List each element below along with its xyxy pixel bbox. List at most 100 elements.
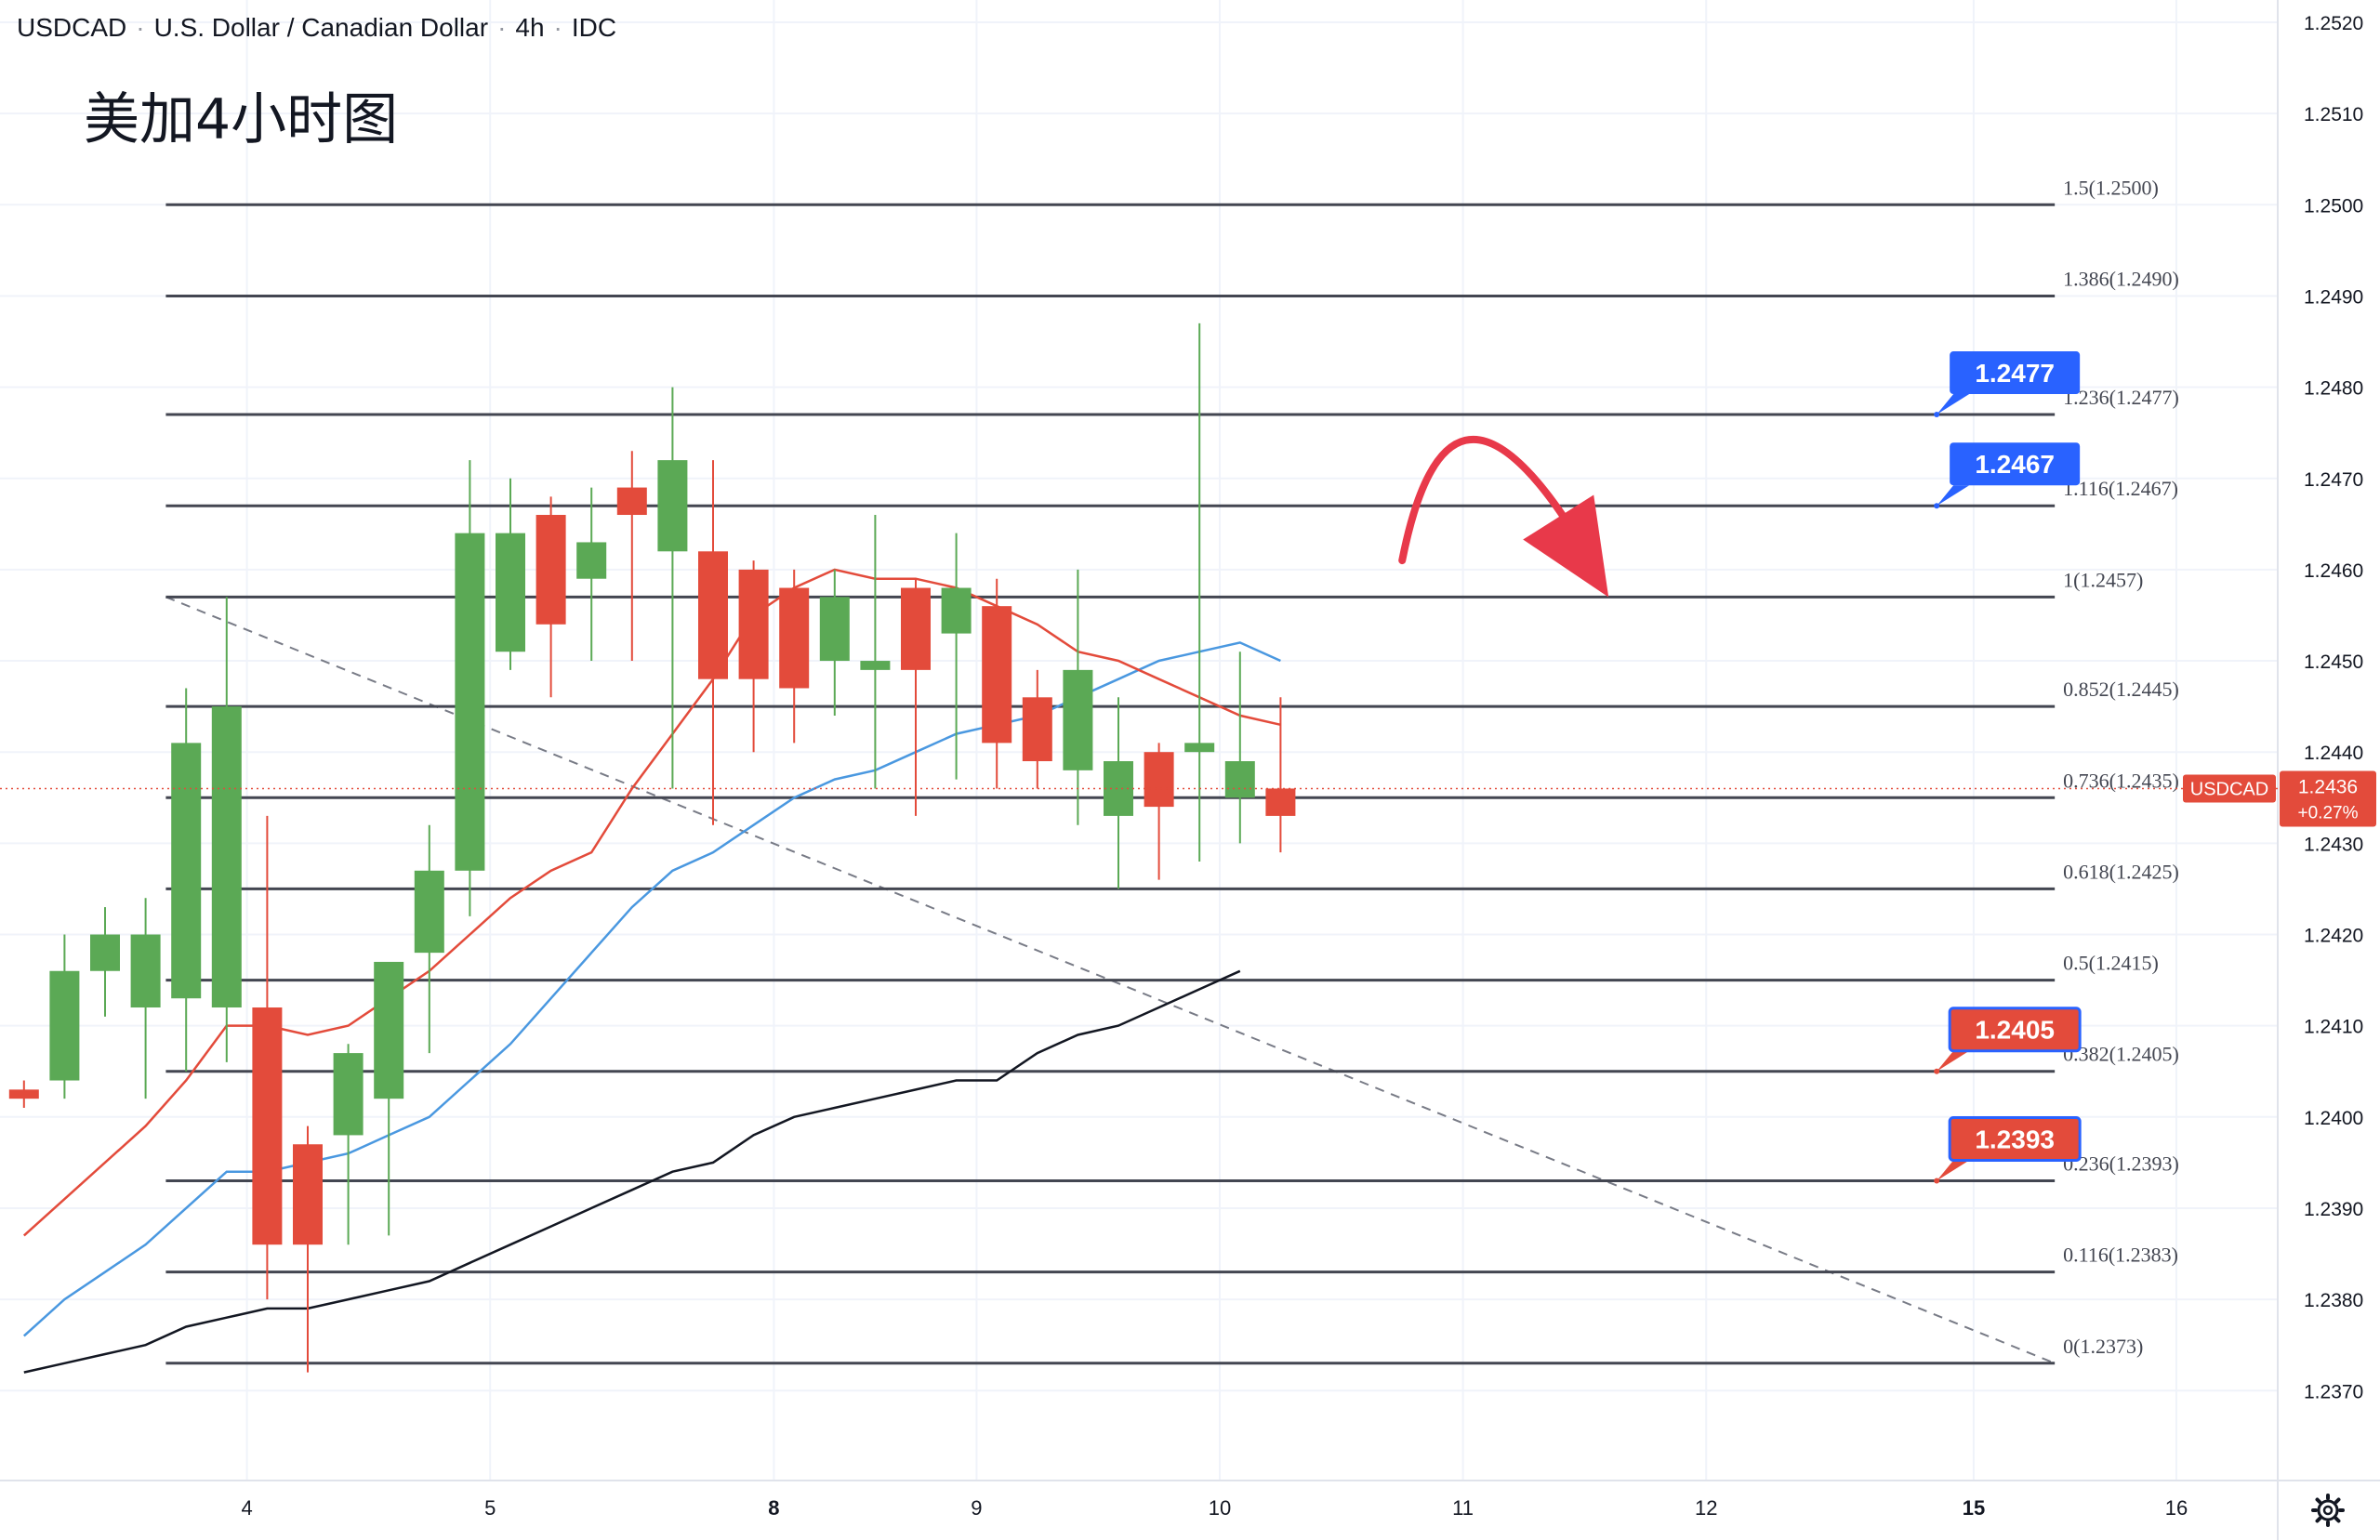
data-source: IDC	[571, 13, 617, 42]
fib-label: 0.382(1.2405)	[2063, 1043, 2179, 1066]
callout-pointer	[1937, 1160, 1970, 1181]
candle	[414, 824, 444, 1054]
candle	[1265, 697, 1296, 853]
candle	[698, 460, 728, 825]
candle	[536, 496, 566, 698]
gear-icon[interactable]	[2311, 1494, 2345, 1527]
candle-body	[698, 551, 728, 679]
candle	[576, 487, 607, 662]
instrument-name: U.S. Dollar / Canadian Dollar	[153, 13, 489, 42]
callout-label: 1.2393	[1975, 1125, 2055, 1154]
callout-box	[1948, 1007, 2082, 1053]
time-tick-label: 9	[971, 1496, 982, 1520]
candle	[657, 387, 688, 789]
time-axis[interactable]: 4 5 8 9 10 11 12 15 16	[241, 1496, 2188, 1520]
candle-body	[171, 743, 202, 999]
interval-label[interactable]: 4h	[515, 13, 545, 42]
candle-body	[8, 1089, 39, 1099]
price-tag-value: 1.2436	[2298, 776, 2358, 797]
callout-label: 1.2405	[1975, 1016, 2055, 1045]
price-tick-label: 1.2380	[2304, 1290, 2363, 1311]
candle-body	[657, 460, 688, 552]
candle-body	[374, 961, 404, 1099]
fib-label: 0.852(1.2445)	[2063, 678, 2179, 701]
fib-label: 1.236(1.2477)	[2063, 386, 2179, 409]
candle-body	[496, 533, 525, 652]
candle-body	[211, 706, 242, 1008]
price-tick-label: 1.2430	[2304, 834, 2363, 855]
time-tick-label: 4	[241, 1496, 252, 1520]
price-tick-label: 1.2510	[2304, 104, 2363, 125]
candle	[1104, 697, 1133, 889]
candle	[982, 578, 1012, 789]
candle	[616, 451, 647, 662]
price-tick-label: 1.2470	[2304, 469, 2363, 491]
candle	[1022, 669, 1052, 789]
symbol-tag-label: USDCAD	[2190, 779, 2268, 799]
fib-label: 1(1.2457)	[2063, 568, 2143, 591]
price-callout[interactable]: 1.2477	[1934, 351, 2081, 418]
candle-body	[901, 587, 931, 670]
price-tick-label: 1.2400	[2304, 1108, 2363, 1129]
price-callouts[interactable]: 1.2477 1.2467 1.2405 1.2393	[1934, 351, 2082, 1184]
candle	[819, 569, 850, 716]
time-tick-label: 8	[768, 1496, 779, 1520]
candle-body	[982, 606, 1012, 744]
candle	[8, 1080, 39, 1108]
callout-pointer	[1937, 485, 1970, 507]
candle	[49, 934, 80, 1099]
price-axis[interactable]: 1.2520 1.2510 1.2500 1.2490 1.2480 1.2470 1.24…	[2304, 13, 2363, 1402]
callout-pointer	[1937, 394, 1970, 415]
candle	[1224, 652, 1255, 844]
fib-label: 0.5(1.2415)	[2063, 952, 2159, 975]
callout-box	[1950, 442, 2081, 486]
time-tick-label: 15	[1963, 1496, 1985, 1520]
candle-body	[414, 870, 444, 954]
price-tick-label: 1.2390	[2304, 1199, 2363, 1220]
time-tick-label: 12	[1695, 1496, 1717, 1520]
price-tag-change: +0.27%	[2298, 803, 2359, 823]
arrow-head	[1523, 494, 1609, 598]
chart-header: USDCAD · U.S. Dollar / Canadian Dollar · 4h ·…	[17, 13, 617, 42]
candle	[374, 961, 404, 1236]
candle	[1184, 322, 1215, 862]
price-callout[interactable]: 1.2393	[1934, 1116, 2082, 1184]
fib-label: 0(1.2373)	[2063, 1335, 2143, 1358]
candle-body	[293, 1144, 323, 1245]
candle-body	[49, 970, 80, 1081]
candle	[252, 815, 283, 1300]
annotation-text: 美加4小时图	[84, 87, 399, 152]
candle	[1144, 743, 1174, 880]
callout-anchor	[1934, 1068, 1940, 1074]
fib-label: 0.618(1.2425)	[2063, 860, 2179, 883]
candle-body	[779, 587, 810, 689]
candle-body	[1022, 697, 1052, 762]
candle	[738, 560, 769, 753]
callout-box	[1948, 1116, 2082, 1163]
fib-label: 1.386(1.2490)	[2063, 267, 2179, 290]
callout-label: 1.2467	[1975, 450, 2055, 479]
candle-body	[1224, 761, 1255, 798]
candle-body	[252, 1007, 283, 1245]
callout-label: 1.2477	[1975, 359, 2055, 388]
price-tick-label: 1.2460	[2304, 560, 2363, 582]
arrow-curve	[1398, 435, 1572, 565]
candles	[8, 322, 1296, 1373]
candle-body	[860, 661, 891, 670]
candle	[130, 898, 161, 1099]
price-tick-label: 1.2490	[2304, 286, 2363, 308]
candle-body	[1104, 761, 1133, 816]
candle-body	[1144, 752, 1174, 808]
candle	[455, 460, 485, 916]
fib-label: 0.236(1.2393)	[2063, 1152, 2179, 1176]
price-tick-label: 1.2370	[2304, 1381, 2363, 1402]
fib-label: 1.116(1.2467)	[2063, 477, 2178, 500]
candle-body	[616, 487, 647, 516]
projection-arrow	[1398, 435, 1609, 598]
candle	[901, 578, 931, 816]
price-callout[interactable]: 1.2405	[1934, 1007, 2082, 1074]
symbol-label[interactable]: USDCAD	[17, 13, 127, 42]
price-callout[interactable]: 1.2467	[1934, 442, 2081, 509]
